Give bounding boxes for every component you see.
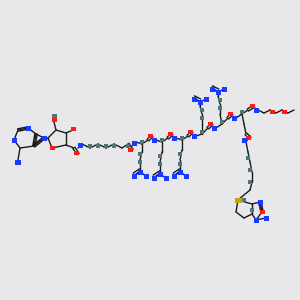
Bar bbox=[152, 137, 157, 142]
Bar bbox=[254, 218, 259, 223]
Bar bbox=[200, 108, 204, 112]
Bar bbox=[250, 104, 254, 108]
Bar bbox=[188, 130, 193, 134]
Bar bbox=[70, 127, 76, 131]
Bar bbox=[178, 152, 182, 156]
Bar bbox=[158, 154, 162, 158]
Bar bbox=[200, 130, 204, 134]
Bar bbox=[152, 176, 157, 181]
Bar bbox=[212, 125, 217, 130]
Bar bbox=[218, 106, 222, 110]
Bar bbox=[240, 110, 244, 114]
Bar bbox=[77, 142, 83, 148]
Bar bbox=[138, 152, 142, 156]
Bar bbox=[126, 144, 130, 148]
Bar bbox=[203, 97, 208, 101]
Bar bbox=[50, 146, 55, 150]
Bar bbox=[218, 98, 222, 102]
Bar bbox=[232, 116, 236, 121]
Bar bbox=[221, 86, 226, 92]
Bar bbox=[148, 134, 152, 138]
Bar bbox=[140, 140, 144, 144]
Bar bbox=[257, 200, 262, 205]
Bar bbox=[167, 132, 172, 136]
Bar bbox=[143, 173, 148, 178]
Bar bbox=[131, 140, 136, 146]
Bar bbox=[208, 122, 212, 126]
Bar bbox=[263, 215, 268, 220]
Bar bbox=[178, 169, 182, 175]
Bar bbox=[227, 112, 232, 116]
Bar bbox=[11, 137, 16, 142]
Bar bbox=[160, 138, 164, 142]
Bar bbox=[248, 180, 252, 184]
Bar bbox=[88, 144, 92, 148]
Bar bbox=[191, 134, 196, 139]
Bar bbox=[184, 173, 188, 178]
Bar bbox=[197, 100, 202, 104]
Bar bbox=[128, 148, 133, 152]
Bar bbox=[246, 156, 250, 160]
Bar bbox=[269, 110, 275, 114]
Bar bbox=[138, 160, 142, 164]
Bar bbox=[242, 137, 247, 142]
Bar bbox=[191, 97, 196, 101]
Bar bbox=[41, 136, 46, 140]
Bar bbox=[220, 120, 224, 124]
Bar bbox=[242, 198, 246, 202]
Bar bbox=[248, 168, 252, 172]
Bar bbox=[52, 114, 56, 118]
Bar bbox=[235, 197, 242, 202]
Bar bbox=[52, 118, 56, 122]
Bar bbox=[245, 136, 250, 140]
Bar bbox=[104, 144, 108, 148]
Bar bbox=[250, 208, 254, 212]
Bar bbox=[215, 89, 220, 94]
Bar bbox=[254, 107, 259, 112]
Bar bbox=[137, 169, 142, 175]
Bar bbox=[112, 144, 116, 148]
Bar bbox=[260, 210, 265, 214]
Bar bbox=[158, 172, 163, 176]
Bar bbox=[172, 136, 176, 140]
Bar bbox=[96, 144, 100, 148]
Bar bbox=[131, 173, 136, 178]
Bar bbox=[74, 151, 79, 155]
Bar bbox=[172, 173, 176, 178]
Bar bbox=[26, 125, 31, 130]
Bar bbox=[209, 86, 214, 92]
Bar bbox=[158, 162, 162, 166]
Bar bbox=[180, 136, 184, 140]
Bar bbox=[281, 110, 286, 114]
Bar bbox=[200, 116, 204, 120]
Bar bbox=[15, 160, 21, 164]
Bar bbox=[164, 176, 169, 181]
Bar bbox=[178, 162, 182, 166]
